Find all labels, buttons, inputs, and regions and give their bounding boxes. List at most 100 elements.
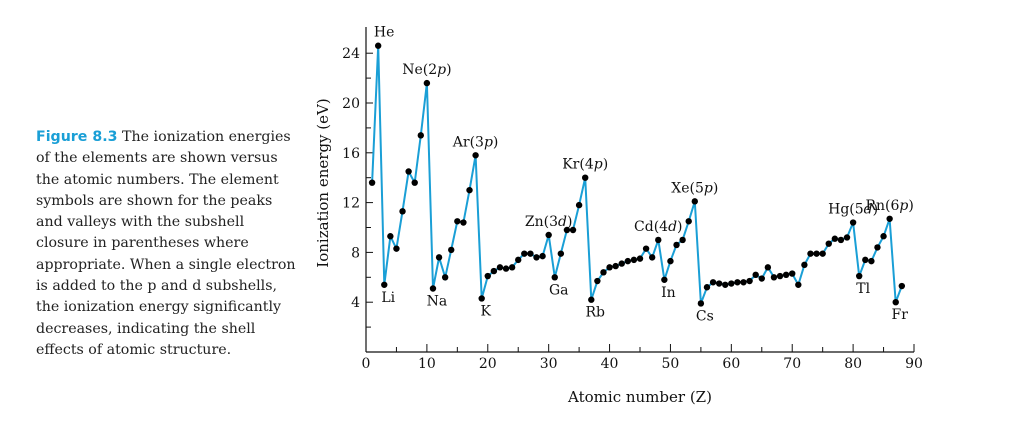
x-tick-label: 80 bbox=[844, 356, 862, 372]
x-axis-label: Atomic number (Z) bbox=[567, 388, 712, 406]
data-point bbox=[898, 282, 906, 290]
figure-label: Figure 8.3 bbox=[36, 129, 118, 145]
data-point bbox=[734, 279, 741, 286]
data-point bbox=[862, 256, 869, 264]
data-point bbox=[569, 226, 577, 234]
data-point bbox=[508, 264, 516, 271]
data-point bbox=[417, 132, 424, 139]
data-point bbox=[795, 281, 802, 288]
element-label: Tl bbox=[856, 281, 870, 297]
data-point bbox=[381, 281, 388, 288]
data-point bbox=[691, 198, 698, 205]
y-tick-label: 20 bbox=[342, 96, 360, 112]
data-point bbox=[618, 260, 625, 267]
data-point bbox=[423, 79, 431, 87]
x-tick-label: 90 bbox=[905, 356, 923, 372]
data-point bbox=[886, 215, 893, 222]
data-point bbox=[612, 262, 619, 270]
data-point bbox=[770, 274, 778, 281]
element-label: Ar(3p) bbox=[452, 134, 499, 150]
element-label: Zn(3d) bbox=[525, 214, 573, 230]
element-label: In bbox=[661, 285, 676, 301]
element-label: Ga bbox=[549, 282, 569, 298]
y-tick-label: 12 bbox=[342, 196, 360, 212]
x-tick-label: 20 bbox=[479, 356, 497, 372]
data-point bbox=[630, 256, 638, 264]
element-label: Rn(6p) bbox=[865, 198, 913, 214]
data-point bbox=[813, 250, 820, 257]
data-point bbox=[825, 240, 832, 247]
element-label: Xe(5p) bbox=[671, 180, 718, 196]
chart-axes: 4 8 12 16 20 24 0 10 20 30 40 50 60 70 80 90 bbox=[342, 27, 923, 372]
data-point bbox=[636, 255, 644, 262]
element-label: Na bbox=[427, 294, 448, 310]
data-point bbox=[588, 296, 595, 303]
data-point bbox=[697, 300, 705, 307]
data-point bbox=[582, 174, 589, 181]
y-tick-label: 24 bbox=[342, 46, 360, 62]
data-point bbox=[490, 267, 498, 275]
data-point bbox=[624, 257, 632, 265]
data-point bbox=[801, 261, 808, 269]
chart-annotations: He Li Ne(2p) Na Ar(3p) K Zn(3d) Ga Kr(4p) Rb Cd(4d… bbox=[374, 25, 914, 325]
data-point bbox=[545, 231, 552, 239]
x-tick-label: 0 bbox=[362, 356, 371, 372]
ionization-energy-line bbox=[371, 45, 903, 304]
data-point bbox=[374, 42, 382, 49]
figure-caption: Figure 8.3 The ionization energies of th… bbox=[36, 127, 298, 361]
data-point bbox=[709, 279, 717, 286]
data-point bbox=[454, 218, 461, 225]
data-point bbox=[746, 277, 753, 285]
data-point bbox=[521, 250, 528, 257]
data-point bbox=[752, 271, 759, 279]
x-tick-label: 10 bbox=[418, 356, 436, 372]
data-point bbox=[496, 264, 504, 271]
data-point bbox=[502, 265, 510, 272]
data-point bbox=[667, 257, 674, 265]
data-point bbox=[441, 274, 449, 281]
data-point bbox=[642, 245, 650, 252]
data-point bbox=[405, 168, 412, 175]
data-point bbox=[764, 264, 772, 271]
data-point bbox=[539, 252, 546, 260]
x-tick-label: 30 bbox=[540, 356, 558, 372]
element-label: Li bbox=[381, 290, 395, 306]
element-label: Cs bbox=[696, 308, 714, 324]
data-point bbox=[387, 233, 394, 240]
data-point bbox=[715, 280, 723, 287]
data-point bbox=[892, 299, 899, 306]
data-point bbox=[837, 236, 845, 244]
element-label: Rb bbox=[586, 305, 606, 321]
x-tick-label: 60 bbox=[722, 356, 740, 372]
y-tick-label: 16 bbox=[342, 146, 360, 162]
data-point bbox=[435, 254, 443, 261]
data-point bbox=[460, 219, 467, 226]
data-point bbox=[843, 234, 851, 241]
x-tick-label: 40 bbox=[601, 356, 619, 372]
data-point bbox=[831, 235, 839, 242]
data-point bbox=[472, 152, 479, 159]
element-label: He bbox=[374, 25, 395, 41]
element-label: Ne(2p) bbox=[402, 62, 451, 78]
element-label: Kr(4p) bbox=[562, 157, 608, 173]
x-tick-label: 70 bbox=[783, 356, 801, 372]
data-point bbox=[728, 280, 735, 287]
element-label: K bbox=[480, 303, 491, 319]
data-point bbox=[448, 246, 455, 254]
data-point bbox=[685, 218, 692, 225]
y-tick-label: 8 bbox=[351, 245, 360, 261]
data-point bbox=[557, 250, 565, 257]
data-point bbox=[868, 257, 875, 265]
data-point bbox=[575, 201, 583, 209]
data-point bbox=[533, 254, 540, 261]
data-point bbox=[776, 272, 784, 280]
data-point bbox=[880, 233, 887, 240]
data-point bbox=[807, 250, 814, 257]
data-point bbox=[856, 272, 863, 280]
data-point bbox=[399, 208, 406, 215]
data-point bbox=[429, 285, 437, 292]
data-point bbox=[874, 244, 881, 251]
data-point bbox=[819, 250, 826, 257]
data-point bbox=[849, 219, 857, 226]
